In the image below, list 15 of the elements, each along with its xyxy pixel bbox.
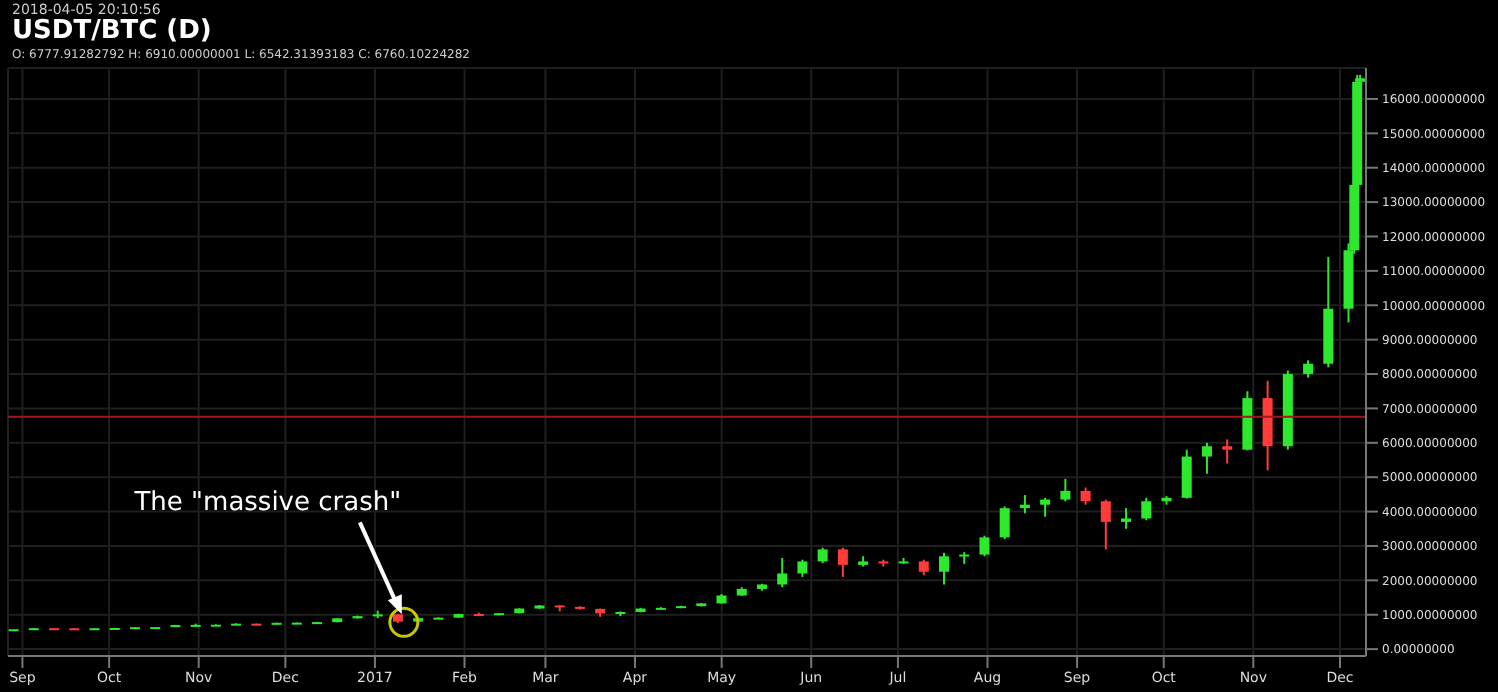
candlestick (1201, 441, 1212, 475)
candlestick (1222, 438, 1233, 465)
candlestick (1040, 496, 1051, 518)
candlestick (1060, 477, 1071, 503)
chart-title: USDT/BTC (D) (12, 16, 212, 46)
candlestick (999, 505, 1010, 541)
candlestick (777, 557, 788, 589)
candlestick (979, 534, 990, 558)
candlestick (1181, 448, 1192, 500)
candlestick (837, 546, 848, 578)
candlestick (939, 551, 950, 586)
annotation: The "massive crash" (132, 488, 402, 519)
candlestick (1100, 498, 1111, 551)
candlestick (1141, 496, 1152, 522)
candlestick (1121, 507, 1132, 530)
